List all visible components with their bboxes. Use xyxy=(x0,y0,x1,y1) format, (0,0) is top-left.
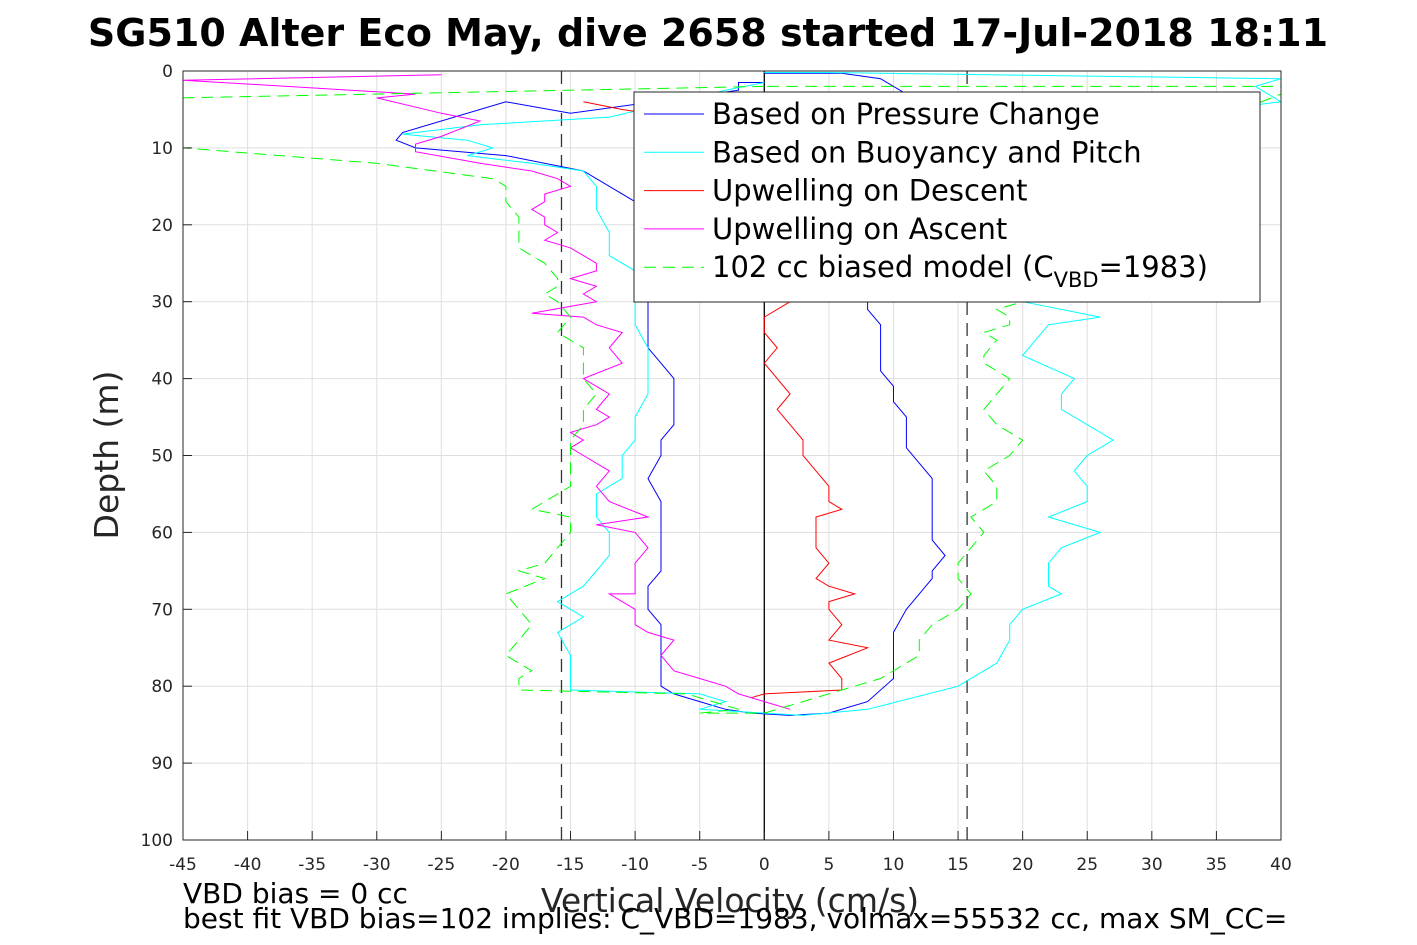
y-axis-label: Depth (m) xyxy=(87,371,126,540)
chart-title: SG510 Alter Eco May, dive 2658 started 1… xyxy=(88,11,1328,55)
x-axis-label: Vertical Velocity (cm/s) xyxy=(541,881,919,920)
x-tick-label: 30 xyxy=(1141,855,1163,875)
x-tick-label: -35 xyxy=(298,855,326,875)
x-tick-label: 20 xyxy=(1012,855,1034,875)
x-tick-label: -30 xyxy=(363,855,391,875)
x-tick-label: 0 xyxy=(759,855,770,875)
x-tick-label: 25 xyxy=(1076,855,1098,875)
legend-label: Based on Buoyancy and Pitch xyxy=(712,135,1142,169)
y-tick-label: 50 xyxy=(151,447,173,467)
legend-box xyxy=(633,91,1261,303)
x-tick-label: 40 xyxy=(1270,855,1292,875)
x-tick-label: -40 xyxy=(234,855,262,875)
x-tick-label: 5 xyxy=(823,855,834,875)
legend-label: Based on Pressure Change xyxy=(712,97,1100,131)
legend: Based on Pressure Change Based on Buoyanc… xyxy=(633,91,1261,303)
y-tick-label: 60 xyxy=(151,523,173,543)
series-line-4 xyxy=(183,74,791,710)
legend-label: 102 cc biased model (CVBD=1983) xyxy=(712,250,1208,292)
y-tick-label: 10 xyxy=(151,139,173,159)
footer-line-1: VBD bias = 0 cc xyxy=(183,877,408,910)
legend-model-subscript: VBD xyxy=(1054,268,1099,292)
y-tick-label: 0 xyxy=(162,62,173,82)
series-line-3 xyxy=(583,101,870,699)
x-tick-label: -10 xyxy=(621,855,649,875)
y-tick-label: 90 xyxy=(151,754,173,774)
legend-label: Upwelling on Descent xyxy=(712,174,1028,208)
y-tick-label: 20 xyxy=(151,216,173,236)
y-tick-label: 70 xyxy=(151,600,173,620)
footer-line-2: best fit VBD bias=102 implies: C_VBD=198… xyxy=(183,902,1287,935)
legend-model-suffix: =1983) xyxy=(1099,250,1208,284)
x-tick-label: -25 xyxy=(427,855,455,875)
legend-model-prefix: 102 cc biased model (C xyxy=(712,250,1054,284)
x-tick-label: 35 xyxy=(1206,855,1228,875)
x-axis-ticks: -45 -40 -35 -30 -25 -20 -15 -10 -5 0 5 10 15 20 25 30 35… xyxy=(169,831,1292,875)
y-tick-label: 100 xyxy=(141,831,173,851)
y-tick-label: 30 xyxy=(151,293,173,313)
y-tick-label: 40 xyxy=(151,370,173,390)
y-axis-ticks: 0 10 20 30 40 50 60 70 80 90 100 xyxy=(141,62,192,851)
x-tick-label: 15 xyxy=(947,855,969,875)
y-tick-label: 80 xyxy=(151,677,173,697)
x-tick-label: -5 xyxy=(691,855,708,875)
legend-label: Upwelling on Ascent xyxy=(712,212,1007,246)
x-tick-label: 10 xyxy=(883,855,905,875)
x-tick-label: -45 xyxy=(169,855,197,875)
x-tick-label: -20 xyxy=(492,855,520,875)
x-tick-label: -15 xyxy=(557,855,585,875)
